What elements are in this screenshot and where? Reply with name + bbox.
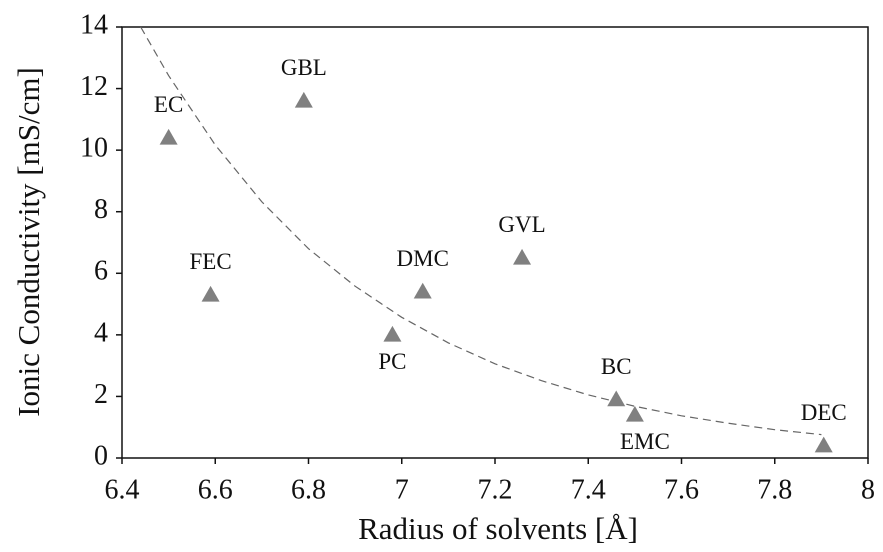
plot-frame [121, 26, 869, 459]
x-tick-label: 7.8 [757, 474, 792, 505]
x-tick-label: 7.6 [664, 474, 699, 505]
point-label: BC [601, 354, 632, 379]
x-tick-label: 6.6 [198, 474, 233, 505]
y-tick-label: 10 [80, 133, 108, 164]
point-label: DMC [397, 246, 449, 271]
marker [294, 91, 313, 108]
marker [383, 325, 402, 342]
y-tick-label: 4 [94, 317, 108, 348]
point-label: GVL [498, 212, 545, 237]
point-label: EMC [620, 429, 670, 454]
y-tick-label: 6 [94, 256, 108, 287]
y-tick-label: 14 [80, 9, 108, 40]
point-label: EC [154, 92, 183, 117]
point-label: DEC [801, 400, 847, 425]
x-tick-label: 7.2 [478, 474, 513, 505]
y-tick-label: 0 [94, 440, 108, 471]
marker [814, 436, 833, 453]
marker [413, 282, 432, 299]
trend-line [140, 26, 822, 436]
x-tick-label: 8 [861, 474, 875, 505]
marker [513, 248, 532, 265]
y-tick-label: 8 [94, 194, 108, 225]
y-tick-label: 12 [80, 71, 108, 102]
y-axis-title: Ionic Conductivity [mS/cm] [11, 67, 46, 417]
marker [159, 128, 178, 145]
x-tick-label: 6.4 [105, 474, 140, 505]
point-label: GBL [281, 55, 327, 80]
y-tick-label: 2 [94, 379, 108, 410]
point-label: FEC [189, 249, 231, 274]
marker [201, 285, 220, 302]
x-tick-label: 7 [395, 474, 409, 505]
x-tick-label: 6.8 [291, 474, 326, 505]
x-tick-label: 7.4 [571, 474, 606, 505]
marker [607, 390, 626, 407]
marker [625, 405, 644, 422]
point-label: PC [378, 349, 406, 374]
x-axis-title: Radius of solvents [Å] [358, 511, 638, 546]
